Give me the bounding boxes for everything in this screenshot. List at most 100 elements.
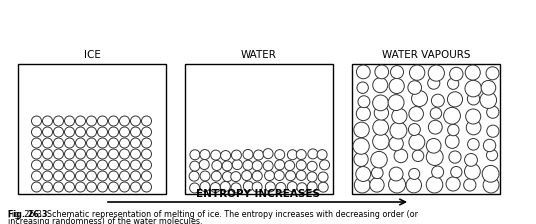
Circle shape [32, 182, 41, 192]
Text: WATER: WATER [241, 50, 277, 60]
Circle shape [275, 150, 285, 160]
Circle shape [319, 160, 330, 170]
Circle shape [54, 138, 63, 148]
Circle shape [373, 95, 389, 111]
Circle shape [296, 160, 306, 170]
Circle shape [54, 160, 63, 170]
Circle shape [76, 149, 86, 159]
Circle shape [389, 167, 403, 181]
Circle shape [254, 150, 264, 160]
Circle shape [465, 164, 480, 179]
Circle shape [120, 116, 130, 126]
Circle shape [426, 177, 443, 193]
Text: increasing randomness) of the water molecules.: increasing randomness) of the water mole… [8, 217, 203, 224]
Circle shape [409, 107, 423, 121]
Circle shape [142, 160, 152, 170]
Circle shape [142, 138, 152, 148]
Circle shape [54, 116, 63, 126]
Bar [18, 64, 166, 194]
Circle shape [199, 159, 209, 170]
Circle shape [449, 151, 461, 163]
Circle shape [32, 116, 41, 126]
Circle shape [444, 107, 460, 124]
Circle shape [32, 138, 41, 148]
Circle shape [390, 122, 407, 139]
Circle shape [358, 96, 370, 108]
Circle shape [190, 150, 200, 160]
Circle shape [64, 138, 75, 148]
Circle shape [76, 116, 86, 126]
Circle shape [465, 153, 478, 166]
Circle shape [482, 165, 499, 182]
Circle shape [408, 168, 420, 179]
Circle shape [42, 127, 53, 137]
Circle shape [426, 149, 443, 166]
Circle shape [412, 90, 428, 106]
Circle shape [370, 178, 384, 192]
Circle shape [487, 106, 499, 118]
Circle shape [98, 171, 108, 181]
Circle shape [371, 151, 388, 168]
Circle shape [263, 161, 273, 171]
Circle shape [242, 170, 251, 181]
Circle shape [86, 160, 96, 170]
Circle shape [86, 116, 96, 126]
Circle shape [394, 149, 408, 163]
Circle shape [431, 94, 444, 107]
Circle shape [307, 161, 317, 171]
Circle shape [466, 120, 481, 135]
Circle shape [130, 127, 140, 137]
Circle shape [373, 133, 389, 150]
Circle shape [285, 161, 295, 170]
Text: WATER VAPOURS: WATER VAPOURS [382, 50, 470, 60]
Circle shape [243, 160, 253, 170]
Circle shape [42, 149, 53, 159]
Circle shape [64, 182, 75, 192]
Circle shape [212, 160, 222, 170]
Circle shape [445, 135, 459, 148]
Circle shape [465, 80, 481, 97]
Circle shape [318, 182, 328, 192]
Circle shape [221, 151, 230, 161]
Circle shape [54, 171, 63, 181]
Circle shape [389, 78, 404, 94]
Circle shape [374, 106, 389, 120]
Circle shape [231, 172, 241, 182]
Circle shape [142, 149, 152, 159]
Circle shape [142, 116, 152, 126]
Circle shape [98, 182, 108, 192]
Circle shape [32, 149, 41, 159]
Circle shape [287, 150, 297, 160]
Circle shape [231, 183, 241, 193]
Circle shape [98, 160, 108, 170]
Circle shape [392, 108, 407, 124]
Circle shape [307, 182, 317, 192]
Circle shape [98, 149, 108, 159]
Circle shape [142, 182, 152, 192]
Circle shape [243, 181, 254, 191]
Circle shape [243, 149, 253, 159]
Circle shape [276, 182, 286, 192]
Circle shape [296, 150, 306, 159]
Circle shape [406, 177, 421, 193]
Circle shape [54, 127, 63, 137]
Circle shape [76, 138, 86, 148]
Circle shape [222, 161, 232, 171]
Circle shape [371, 167, 383, 179]
Circle shape [232, 150, 241, 160]
Circle shape [286, 171, 295, 181]
Circle shape [76, 127, 86, 137]
Circle shape [86, 171, 96, 181]
Circle shape [263, 149, 273, 159]
Circle shape [252, 171, 262, 181]
Circle shape [76, 171, 86, 181]
Circle shape [287, 182, 297, 192]
Circle shape [431, 166, 444, 178]
Circle shape [464, 179, 476, 191]
Circle shape [274, 170, 284, 181]
Circle shape [467, 138, 479, 150]
Circle shape [86, 182, 96, 192]
Circle shape [297, 183, 307, 193]
Circle shape [64, 149, 75, 159]
Circle shape [130, 182, 140, 192]
